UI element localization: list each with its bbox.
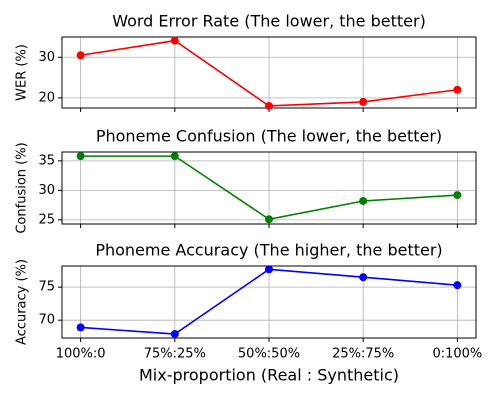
y-tick-label: 20 xyxy=(38,90,55,105)
point xyxy=(265,265,273,274)
y-axis-label: WER (%) xyxy=(15,44,30,101)
point xyxy=(265,215,273,224)
x-axis-label: Mix-proportion (Real : Synthetic) xyxy=(139,366,399,385)
y-tick-label: 70 xyxy=(38,313,55,328)
panel-title: Phoneme Confusion (The lower, the better… xyxy=(96,127,442,146)
point xyxy=(170,152,179,161)
y-tick-label: 35 xyxy=(38,153,55,168)
panel-title: Phoneme Accuracy (The higher, the better… xyxy=(95,241,442,260)
point xyxy=(76,323,85,332)
y-axis-label: Accuracy (%) xyxy=(15,259,30,345)
point xyxy=(76,152,85,161)
y-axis-label: Confusion (%) xyxy=(15,142,30,233)
x-tick-label: 0:100% xyxy=(432,347,482,362)
point xyxy=(76,51,85,60)
y-tick-label: 30 xyxy=(38,183,55,198)
point xyxy=(453,191,462,200)
y-tick-label: 30 xyxy=(38,50,55,65)
point xyxy=(265,101,273,110)
plot-frame xyxy=(61,151,477,225)
point xyxy=(453,281,462,290)
point xyxy=(359,196,368,205)
point xyxy=(359,97,368,106)
point xyxy=(170,36,179,45)
x-tick-label: 50%:50% xyxy=(238,347,300,362)
x-tick-label: 100%:0 xyxy=(56,347,106,362)
x-tick-label: 25%:75% xyxy=(332,347,394,362)
point xyxy=(453,85,462,94)
panel-title: Word Error Rate (The lower, the better) xyxy=(112,12,426,31)
x-tick-label: 75%:25% xyxy=(144,347,206,362)
point xyxy=(359,273,368,282)
point xyxy=(170,330,179,339)
y-tick-label: 75 xyxy=(38,280,55,295)
y-tick-label: 25 xyxy=(38,212,55,227)
